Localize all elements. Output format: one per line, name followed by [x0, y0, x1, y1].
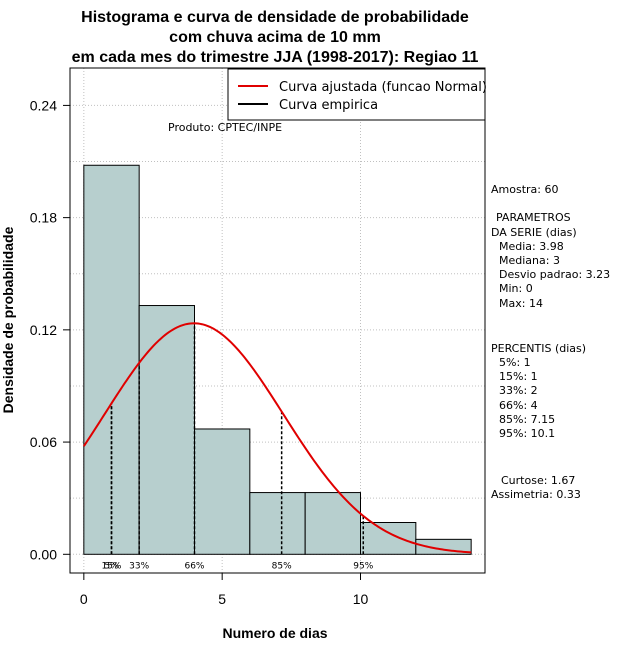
legend-label-empirical: Curva empirica: [279, 98, 378, 113]
stat-p5: 5%: 1: [499, 356, 531, 369]
product-label: Produto: CPTEC/INPE: [168, 121, 282, 134]
stat-max: Max: 14: [499, 297, 543, 310]
histogram-bar-4: [304, 492, 361, 555]
legend-box: [227, 68, 486, 121]
y-tick-label-1: 0.06: [30, 434, 57, 450]
y-tick-label-4: 0.24: [30, 97, 57, 113]
y-axis: 0.00 0.06 0.12 0.18 0.24: [30, 97, 70, 562]
histogram-bar-5: [360, 522, 417, 555]
stats-panel: Amostra: 60 PARAMETROS DA SERIE (dias) M…: [491, 183, 610, 501]
legend-label-normal: Curva ajustada (funcao Normal): [279, 80, 487, 95]
legend: Curva ajustada (funcao Normal) Curva emp…: [227, 68, 487, 121]
stat-assimetria: Assimetria: 0.33: [491, 488, 581, 501]
normal-curve: [82, 322, 472, 554]
stat-p33: 33%: 2: [499, 384, 538, 397]
stat-desvio: Desvio padrao: 3.23: [499, 268, 610, 281]
y-tick-label-3: 0.18: [30, 210, 57, 226]
percentile-lines: [110, 323, 365, 555]
stat-min: Min: 0: [499, 282, 533, 295]
y-tick-label-0: 0.00: [30, 546, 57, 562]
percentile-label-0: 5%: [104, 561, 119, 571]
stat-mediana: Mediana: 3: [499, 254, 560, 267]
histogram-bar-2: [194, 428, 251, 555]
chart-title-line-2: com chuva acima de 10 mm: [169, 29, 381, 46]
percentile-label-5: 95%: [353, 561, 373, 571]
percentile-label-1: 15%: [101, 561, 121, 571]
stat-params-title-2: DA SERIE (dias): [491, 226, 577, 239]
stat-p85: 85%: 7.15: [499, 413, 555, 426]
stat-pct-title: PERCENTIS (dias): [491, 342, 586, 355]
stat-params-title-1: PARAMETROS: [496, 211, 571, 224]
chart-title-line-3: em cada mes do trimestre JJA (1998-2017)…: [72, 49, 479, 66]
percentile-labels: 5%15% 33% 66% 85% 95%: [101, 561, 373, 571]
x-tick-label-0: 0: [80, 591, 88, 607]
y-tick-label-2: 0.12: [30, 322, 57, 338]
chart-title-line-1: Histograma e curva de densidade de proba…: [81, 9, 469, 26]
stat-curtose: Curtose: 1.67: [501, 474, 575, 487]
stat-p95: 95%: 10.1: [499, 427, 555, 440]
percentile-label-3: 66%: [184, 561, 204, 571]
histogram-bars: [83, 164, 472, 555]
x-axis: 0 5 10: [80, 572, 369, 607]
y-axis-title: Densidade de probabilidade: [0, 226, 16, 413]
stat-p66: 66%: 4: [499, 399, 538, 412]
x-tick-label-1: 5: [218, 591, 226, 607]
percentile-label-4: 85%: [272, 561, 292, 571]
histogram-bar-0: [83, 164, 140, 555]
x-tick-label-2: 10: [353, 591, 369, 607]
percentile-label-2: 33%: [129, 561, 149, 571]
stat-sample: Amostra: 60: [491, 183, 558, 196]
stat-media: Media: 3.98: [499, 240, 564, 253]
stat-p15: 15%: 1: [499, 370, 538, 383]
histogram-bar-3: [249, 492, 306, 555]
x-axis-title: Numero de dias: [222, 625, 327, 641]
histogram-bar-1: [138, 305, 196, 555]
